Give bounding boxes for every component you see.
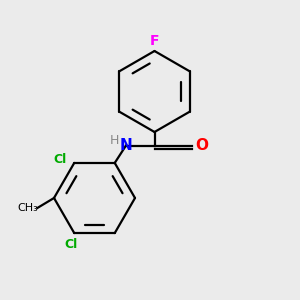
Text: Cl: Cl xyxy=(64,238,78,251)
Text: N: N xyxy=(120,138,132,153)
Text: CH₃: CH₃ xyxy=(17,203,38,213)
Text: O: O xyxy=(195,138,208,153)
Text: H: H xyxy=(110,134,119,147)
Text: F: F xyxy=(150,34,159,48)
Text: Cl: Cl xyxy=(53,153,67,166)
